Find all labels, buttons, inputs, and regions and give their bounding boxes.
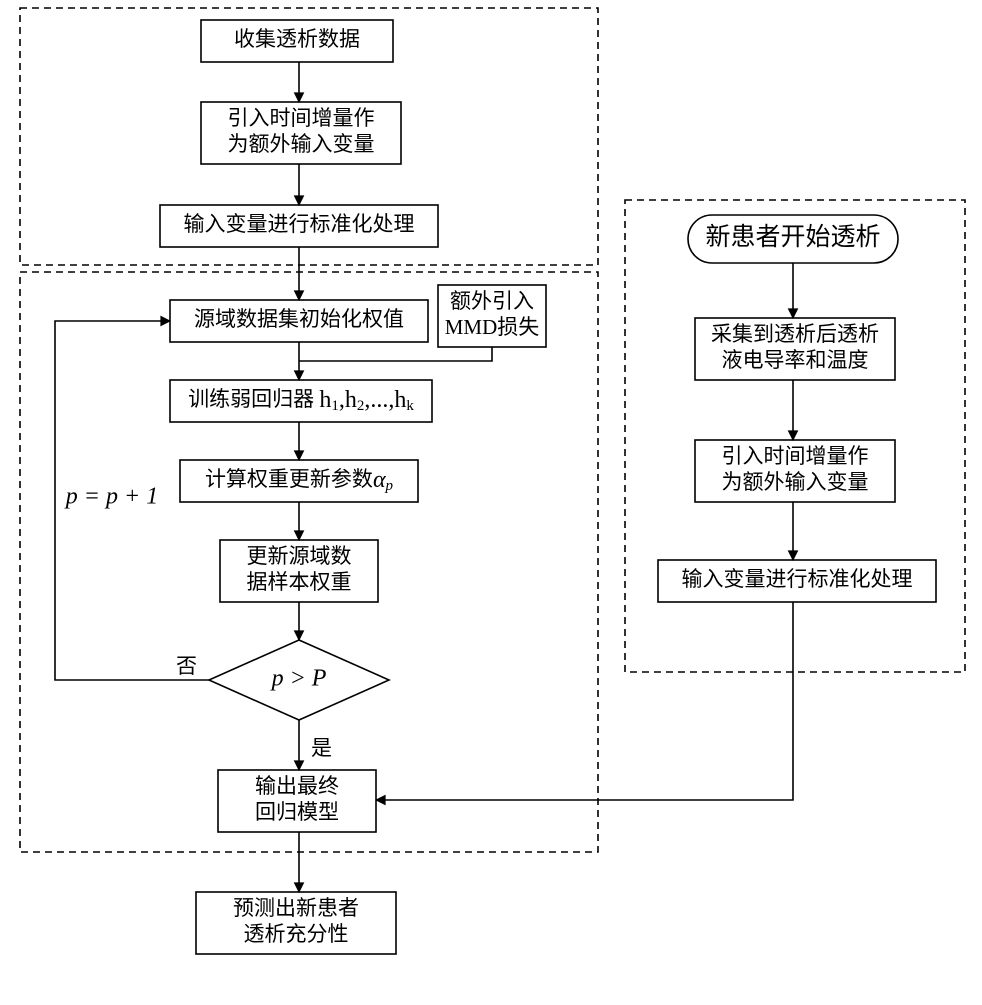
decision-label: 是 (311, 736, 332, 760)
label-n3: 输入变量进行标准化处理 (184, 212, 415, 236)
flowchart-canvas: 收集透析数据引入时间增量作为额外输入变量输入变量进行标准化处理源域数据集初始化权… (0, 0, 982, 1000)
label-n6: 计算权重更新参数αp (205, 467, 394, 495)
label-n1: 收集透析数据 (234, 27, 360, 51)
loop-label: p = p + 1 (64, 484, 158, 510)
edge-n4b-j45 (299, 347, 492, 361)
decision-label: 否 (176, 654, 197, 678)
label-r0: 新患者开始透析 (705, 223, 880, 251)
label-n4: 源域数据集初始化权值 (194, 307, 404, 331)
label-r3: 输入变量进行标准化处理 (682, 567, 913, 591)
label-n5: 训练弱回归器 h1,h2,...,hk (188, 387, 414, 415)
edge-r3-n9in (376, 602, 793, 800)
label-n8: p > P (270, 666, 327, 692)
